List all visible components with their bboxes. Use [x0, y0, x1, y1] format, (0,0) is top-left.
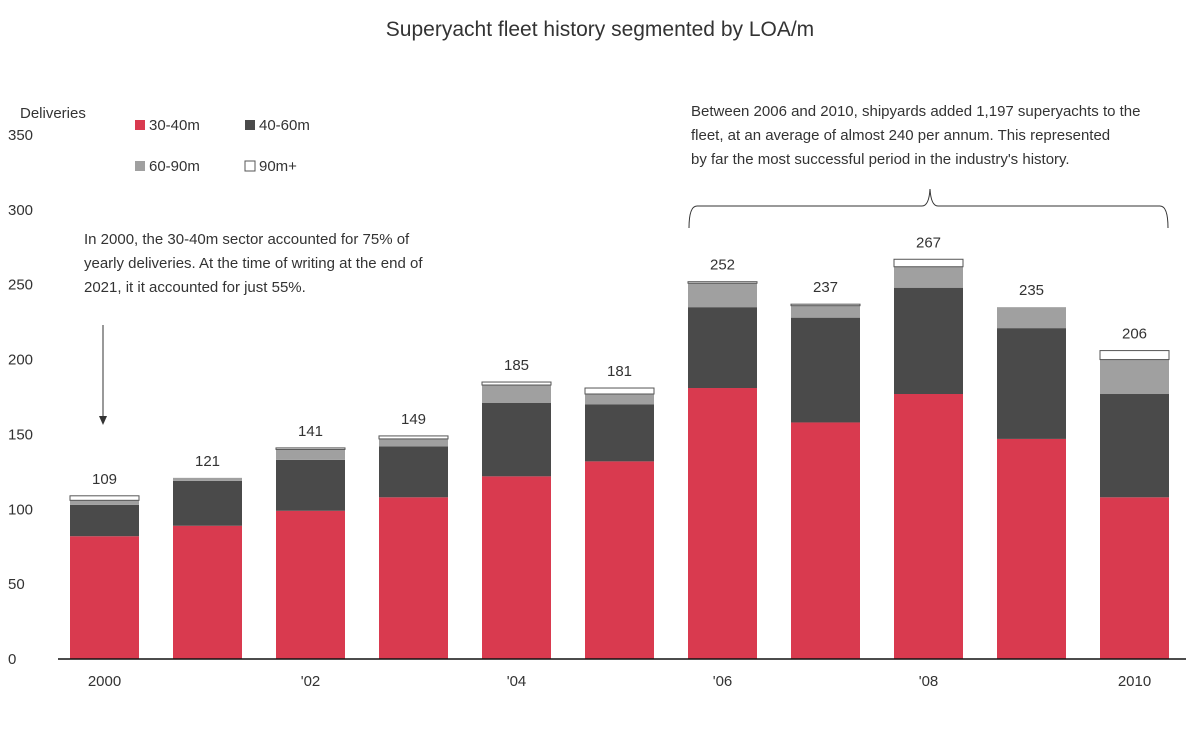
y-tick-label: 150	[8, 426, 33, 443]
y-tick-label: 250	[8, 277, 33, 294]
bar-segment	[173, 525, 242, 659]
annotation-line: In 2000, the 30-40m sector accounted for…	[84, 231, 410, 248]
annotation-line: Between 2006 and 2010, shipyards added 1…	[691, 103, 1141, 120]
bar-segment	[276, 510, 345, 659]
chart-title: Superyacht fleet history segmented by LO…	[386, 18, 814, 41]
bar-segment	[893, 258, 964, 268]
bar-segment	[791, 317, 860, 423]
bar-segment	[894, 394, 963, 659]
bar-segment	[173, 480, 242, 526]
bar-segment	[70, 536, 139, 659]
x-tick-label: '04	[507, 673, 527, 690]
x-tick-label: 2010	[1118, 673, 1151, 690]
legend-label: 30-40m	[149, 117, 200, 134]
bar-segment	[791, 305, 860, 318]
x-tick-label: '06	[713, 673, 733, 690]
bar-segment	[894, 287, 963, 395]
legend: 30-40m 40-60m 60-90m 90m+	[135, 117, 310, 175]
bar-segment	[585, 461, 654, 659]
x-tick-label: 2000	[88, 673, 121, 690]
bar-total-label: 149	[401, 411, 426, 428]
bar-segment	[482, 385, 551, 403]
x-axis-ticks: 2000 '02 '04 '06 '08 2010	[88, 673, 1151, 690]
bar-segment	[997, 307, 1066, 329]
y-tick-label: 100	[8, 501, 33, 518]
bar-segment	[1100, 497, 1169, 659]
bar-total-label: 185	[504, 357, 529, 374]
annotation-brace	[688, 188, 1169, 229]
bar-total-label: 235	[1019, 282, 1044, 299]
annotation-line: yearly deliveries. At the time of writin…	[84, 255, 423, 272]
bar-segment	[894, 266, 963, 288]
bar-total-label: 252	[710, 257, 735, 274]
bar-segment	[688, 307, 757, 389]
bar-segment	[584, 387, 655, 395]
bar-segment	[482, 476, 551, 659]
bar-total-label: 181	[607, 363, 632, 380]
annotation-line: 2021, it it accounted for just 55%.	[84, 279, 306, 296]
bar-segment	[379, 446, 448, 498]
bar-total-label: 141	[298, 423, 323, 440]
y-tick-label: 200	[8, 352, 33, 369]
bar-segment	[482, 402, 551, 477]
legend-swatch	[245, 120, 255, 130]
bar-segment	[69, 495, 140, 501]
legend-swatch	[244, 160, 256, 172]
y-tick-label: 0	[8, 651, 16, 668]
legend-label: 60-90m	[149, 158, 200, 175]
y-tick-label: 50	[8, 576, 25, 593]
y-tick-label: 300	[8, 202, 33, 219]
legend-label: 90m+	[259, 158, 297, 175]
bar-total-label: 237	[813, 279, 838, 296]
annotation-arrow-head	[99, 416, 107, 425]
x-tick-label: '02	[301, 673, 321, 690]
bar-segment	[997, 438, 1066, 659]
bar-total-label: 109	[92, 471, 117, 488]
bar-segment	[1100, 394, 1169, 498]
bar-segment	[378, 435, 449, 440]
bar-segment	[791, 422, 860, 659]
bar-segment	[173, 477, 242, 481]
annotation-2000: In 2000, the 30-40m sector accounted for…	[84, 231, 423, 296]
legend-swatch	[135, 161, 145, 171]
legend-swatch	[135, 120, 145, 130]
bar-segment	[687, 281, 758, 284]
bar-segment	[585, 404, 654, 462]
bar-total-label: 206	[1122, 326, 1147, 343]
bar-segment	[790, 303, 861, 307]
legend-label: 40-60m	[259, 117, 310, 134]
bar-segment	[688, 283, 757, 308]
bar-segment	[481, 381, 552, 386]
bar-segment	[688, 388, 757, 659]
bar-total-label: 121	[195, 453, 220, 470]
bar-totals: 109 121 141 149 185 181 252 237 267 235 206	[92, 234, 1147, 488]
y-tick-label: 350	[8, 127, 33, 144]
bar-segment	[997, 328, 1066, 439]
bar-segment	[585, 394, 654, 405]
y-axis-label: Deliveries	[20, 105, 86, 122]
bar-segment	[275, 447, 346, 450]
bar-segment	[276, 459, 345, 511]
bar-segment	[379, 497, 448, 659]
bars	[69, 258, 1170, 659]
x-tick-label: '08	[919, 673, 939, 690]
bar-segment	[70, 504, 139, 537]
bar-segment	[70, 500, 139, 505]
bar-total-label: 267	[916, 234, 941, 251]
annotation-2006-2010: Between 2006 and 2010, shipyards added 1…	[691, 103, 1141, 168]
annotation-line: by far the most successful period in the…	[691, 151, 1070, 168]
bar-segment	[1100, 359, 1169, 395]
bar-segment	[276, 449, 345, 460]
bar-segment	[1099, 350, 1170, 361]
bar-segment	[379, 438, 448, 447]
y-axis-ticks: 0 50 100 150 200 250 300 350	[8, 127, 33, 668]
annotation-line: fleet, at an average of almost 240 per a…	[691, 127, 1110, 144]
